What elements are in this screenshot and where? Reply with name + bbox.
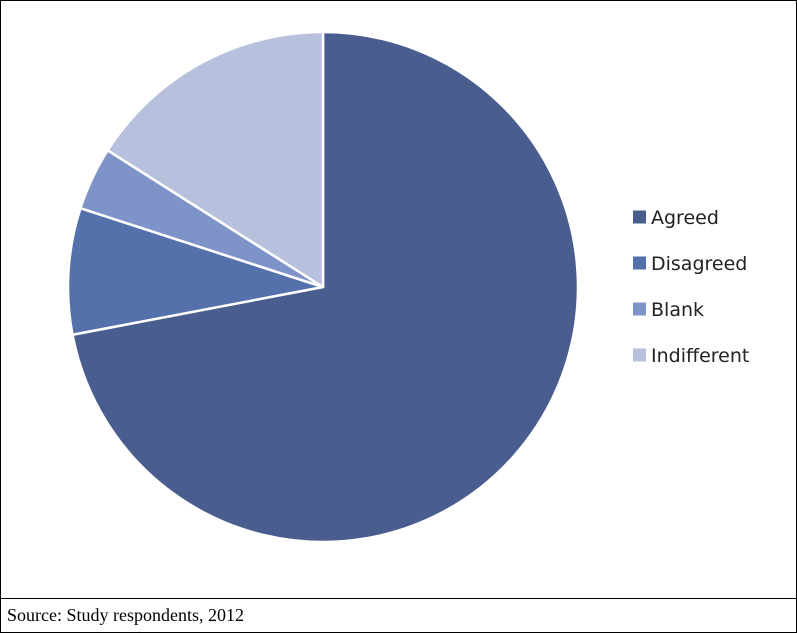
caption-divider xyxy=(1,598,796,599)
legend-swatch-disagreed xyxy=(633,256,646,270)
legend-label-indifferent: Indifferent xyxy=(651,345,749,367)
legend: Agreed Disagreed Blank Indifferent xyxy=(633,207,749,367)
legend-label-blank: Blank xyxy=(651,299,704,321)
pie-chart: Agreed Disagreed Blank Indifferent xyxy=(66,30,749,544)
legend-swatch-indifferent xyxy=(633,348,646,362)
pie-slice-indifferent xyxy=(106,30,325,289)
source-caption: Source: Study respondents, 2012 xyxy=(7,605,244,625)
pie-slice-disagreed xyxy=(66,206,325,337)
legend-label-disagreed: Disagreed xyxy=(651,253,747,275)
legend-label-agreed: Agreed xyxy=(651,207,719,229)
legend-swatch-blank xyxy=(633,302,646,316)
legend-swatch-agreed xyxy=(633,210,646,224)
pie-slices xyxy=(66,30,580,544)
pie-slice-agreed xyxy=(71,30,580,544)
chart-area: Agreed Disagreed Blank Indifferent xyxy=(1,1,796,597)
